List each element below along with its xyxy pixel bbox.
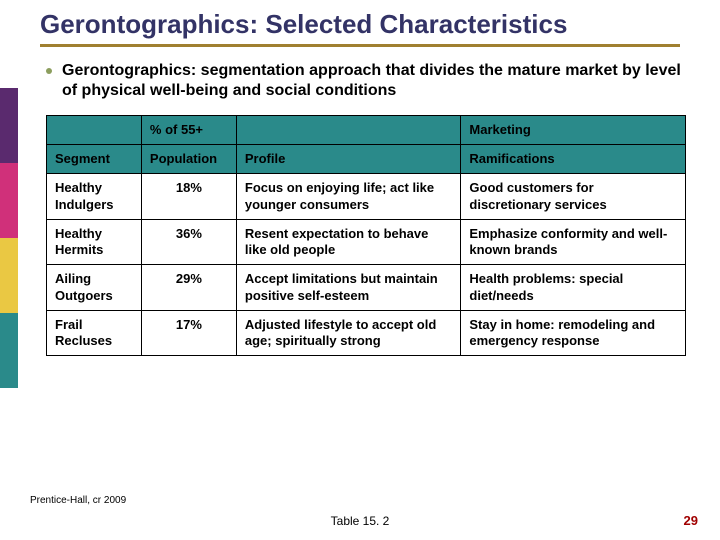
slide-content: Gerontographics: Selected Characteristic… xyxy=(0,0,720,356)
hdr-prof: Profile xyxy=(236,145,461,174)
stripe-4 xyxy=(0,313,18,388)
cell-ram: Emphasize conformity and well-known bran… xyxy=(461,219,686,265)
segments-table: % of 55+ Marketing Segment Population Pr… xyxy=(46,115,686,357)
footer-table-label: Table 15. 2 xyxy=(0,514,720,528)
bullet-text: Gerontographics: segmentation approach t… xyxy=(62,61,690,101)
cell-seg: Healthy Hermits xyxy=(47,219,142,265)
cell-ram: Health problems: special diet/needs xyxy=(461,265,686,311)
cell-seg: Frail Recluses xyxy=(47,310,142,356)
table-row: Frail Recluses 17% Adjusted lifestyle to… xyxy=(47,310,686,356)
side-color-stripes xyxy=(0,88,18,388)
hdr-blank-2 xyxy=(236,115,461,144)
cell-ram: Stay in home: remodeling and emergency r… xyxy=(461,310,686,356)
cell-ram: Good customers for discretionary service… xyxy=(461,174,686,220)
cell-prof: Focus on enjoying life; act like younger… xyxy=(236,174,461,220)
footer-copyright: Prentice-Hall, cr 2009 xyxy=(30,495,126,506)
stripe-2 xyxy=(0,163,18,238)
slide-title: Gerontographics: Selected Characteristic… xyxy=(40,10,690,40)
bullet-dot-icon xyxy=(46,68,52,74)
cell-pct: 17% xyxy=(141,310,236,356)
cell-seg: Ailing Outgoers xyxy=(47,265,142,311)
cell-pct: 36% xyxy=(141,219,236,265)
hdr-ram: Ramifications xyxy=(461,145,686,174)
hdr-pct-top: % of 55+ xyxy=(141,115,236,144)
table-row: Ailing Outgoers 29% Accept limitations b… xyxy=(47,265,686,311)
stripe-3 xyxy=(0,238,18,313)
cell-pct: 29% xyxy=(141,265,236,311)
table-header: % of 55+ Marketing Segment Population Pr… xyxy=(47,115,686,174)
cell-prof: Resent expectation to behave like old pe… xyxy=(236,219,461,265)
table-row: Healthy Indulgers 18% Focus on enjoying … xyxy=(47,174,686,220)
hdr-ram-top: Marketing xyxy=(461,115,686,144)
cell-pct: 18% xyxy=(141,174,236,220)
hdr-blank-1 xyxy=(47,115,142,144)
cell-prof: Adjusted lifestyle to accept old age; sp… xyxy=(236,310,461,356)
hdr-pct: Population xyxy=(141,145,236,174)
table-body: Healthy Indulgers 18% Focus on enjoying … xyxy=(47,174,686,356)
stripe-1 xyxy=(0,88,18,163)
title-underline xyxy=(40,44,680,47)
footer-page-number: 29 xyxy=(684,513,698,528)
cell-seg: Healthy Indulgers xyxy=(47,174,142,220)
cell-prof: Accept limitations but maintain positive… xyxy=(236,265,461,311)
table-header-row-2: Segment Population Profile Ramifications xyxy=(47,145,686,174)
table-header-row-1: % of 55+ Marketing xyxy=(47,115,686,144)
table-row: Healthy Hermits 36% Resent expectation t… xyxy=(47,219,686,265)
hdr-seg: Segment xyxy=(47,145,142,174)
bullet-item: Gerontographics: segmentation approach t… xyxy=(46,61,690,101)
